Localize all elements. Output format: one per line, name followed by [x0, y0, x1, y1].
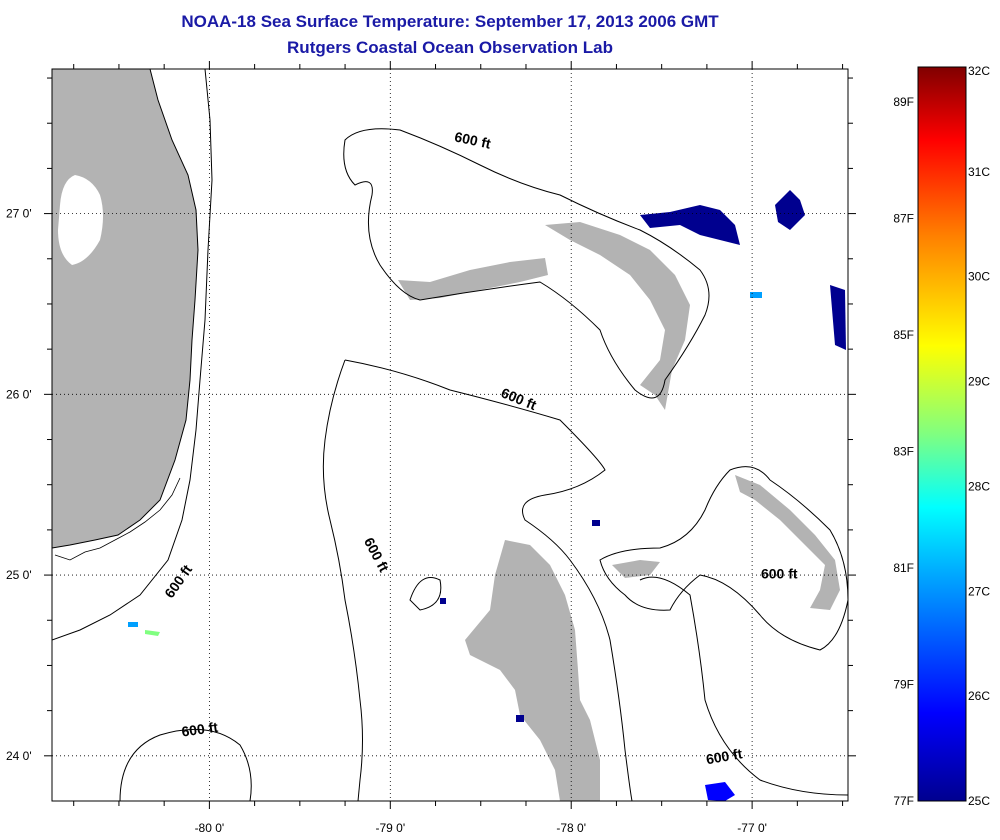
lon-tick-label: -79 0': [375, 821, 405, 835]
map-title: NOAA-18 Sea Surface Temperature: Septemb…: [181, 12, 719, 31]
lat-tick-label: 26 0': [6, 387, 32, 401]
florida-coastline: [52, 69, 199, 549]
exuma-sound-contour: [599, 466, 848, 651]
latitude-tick-labels: 27 0' 26 0' 25 0' 24 0': [6, 207, 32, 763]
little-bahama-bank-contour: [343, 128, 710, 399]
tongue-contour: [409, 576, 848, 796]
graticule: [52, 69, 848, 801]
sst-patch-green: [145, 630, 160, 636]
contour-label: 600 ft: [180, 719, 219, 740]
sst-patch-south: [705, 782, 735, 801]
celsius-label: 26C: [968, 689, 990, 703]
exuma-shoal: [612, 560, 660, 578]
sst-patch-northeast: [775, 190, 805, 230]
lon-tick-label: -78 0': [556, 821, 586, 835]
lon-tick-label: -80 0': [195, 821, 225, 835]
contour-600ft-florida: [52, 69, 213, 641]
eleuthera-island: [735, 475, 840, 610]
contour-label: 600 ft: [705, 745, 744, 767]
contour-label: 600 ft: [453, 128, 492, 151]
celsius-label: 29C: [968, 375, 990, 389]
fahrenheit-label: 87F: [893, 211, 914, 225]
grand-bahama-island: [398, 258, 548, 300]
fahrenheit-label: 79F: [893, 677, 914, 691]
colorbar-labels: 32C 31C 30C 29C 28C 27C 26C 25C 89F 87F 85F 83F 81F 7…: [893, 64, 990, 808]
fahrenheit-label: 89F: [893, 95, 914, 109]
contour-label: 600 ft: [761, 566, 798, 582]
sst-patch-east: [830, 285, 846, 350]
sst-patch-north: [640, 205, 740, 245]
celsius-label: 25C: [968, 794, 990, 808]
lat-tick-label: 27 0': [6, 207, 32, 221]
longitude-tick-labels: -80 0' -79 0' -78 0' -77 0': [195, 821, 767, 835]
celsius-label: 31C: [968, 165, 990, 179]
celsius-label: 32C: [968, 64, 990, 78]
fahrenheit-label: 77F: [893, 794, 914, 808]
lat-tick-label: 24 0': [6, 749, 32, 763]
andros-island: [465, 540, 600, 801]
celsius-label: 28C: [968, 479, 990, 493]
celsius-label: 27C: [968, 584, 990, 598]
florida-keys: [54, 477, 181, 561]
sst-colorbar: [917, 66, 967, 802]
great-bahama-bank-contour: [322, 359, 633, 801]
fahrenheit-label: 81F: [893, 561, 914, 575]
lake-okeechobee: [58, 175, 103, 265]
cay-sal-contour: [119, 728, 252, 801]
fahrenheit-label: 83F: [893, 444, 914, 458]
abaco-island: [545, 222, 690, 410]
lat-tick-label: 25 0': [6, 568, 32, 582]
celsius-label: 30C: [968, 270, 990, 284]
lon-tick-label: -77 0': [737, 821, 767, 835]
map-subtitle: Rutgers Coastal Ocean Observation Lab: [287, 38, 613, 57]
tick-marks: [44, 61, 856, 809]
fahrenheit-label: 85F: [893, 328, 914, 342]
